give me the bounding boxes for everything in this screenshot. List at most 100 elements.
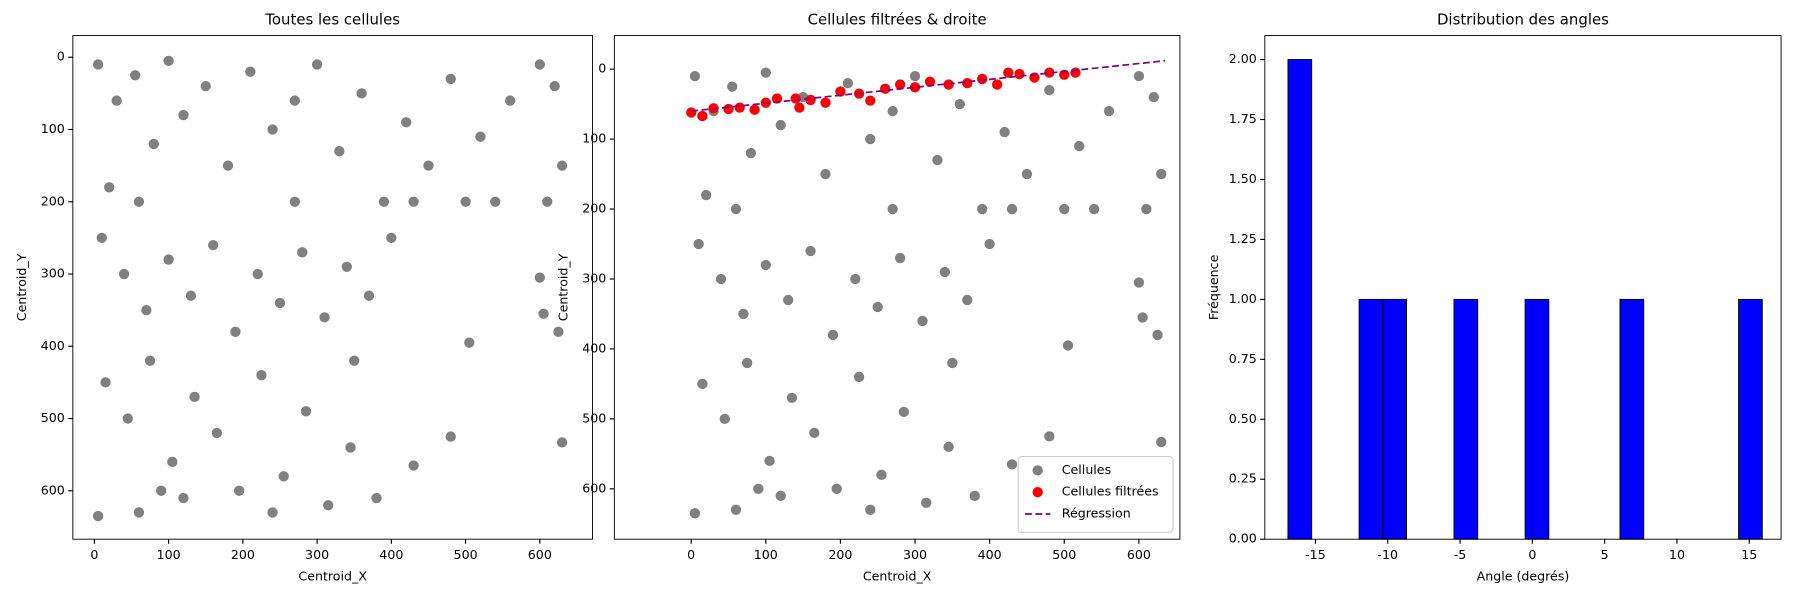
point: [144, 355, 156, 366]
point: [697, 378, 708, 390]
point: [943, 441, 954, 453]
point: [208, 239, 219, 251]
x-tick-label: 200: [828, 547, 852, 562]
point: [556, 437, 568, 448]
bar: [1287, 59, 1313, 540]
point: [401, 117, 412, 128]
point: [549, 80, 560, 92]
point: [534, 59, 545, 70]
point: [1152, 329, 1163, 341]
point: [727, 81, 738, 92]
point: [827, 329, 839, 341]
y-tick-label: 400: [41, 338, 65, 353]
point: [556, 160, 568, 171]
legend-box: [1017, 456, 1174, 533]
point: [954, 98, 965, 110]
y-tick-label: 300: [41, 266, 65, 281]
y-tick-label: 100: [41, 121, 65, 136]
point: [371, 492, 382, 504]
point: [1059, 203, 1070, 215]
point: [783, 294, 794, 306]
point: [460, 196, 471, 207]
x-tick-label: 300: [903, 547, 927, 562]
point: [932, 154, 943, 166]
point: [1137, 312, 1148, 323]
y-axis-label: Centroid_Y: [555, 253, 570, 321]
point: [1021, 168, 1033, 180]
y-tick-label: 600: [582, 480, 606, 495]
point: [786, 392, 798, 404]
x-tick-label: -5: [1454, 547, 1467, 562]
point: [719, 413, 730, 425]
point: [141, 304, 152, 316]
point: [775, 119, 786, 131]
y-tick-label: 0.25: [1229, 471, 1257, 486]
x-axis-label: Centroid_X: [863, 569, 932, 584]
point: [133, 507, 145, 518]
point: [880, 83, 891, 94]
chart-title: Cellules filtrées & droite: [808, 11, 987, 29]
point: [538, 308, 549, 319]
point: [1103, 105, 1115, 117]
point: [345, 442, 356, 453]
point: [542, 196, 553, 207]
point: [820, 97, 831, 108]
x-tick-label: 15: [1741, 547, 1757, 562]
point: [894, 252, 906, 264]
point: [1006, 459, 1018, 470]
point: [865, 133, 876, 145]
point: [92, 59, 104, 70]
regression-line: [691, 59, 1166, 112]
point: [753, 483, 764, 494]
x-tick-label: 100: [754, 547, 778, 562]
point: [475, 131, 486, 142]
plot-frame: [613, 35, 1181, 540]
point: [222, 160, 234, 171]
bar: [1358, 298, 1384, 540]
point: [185, 290, 197, 301]
x-tick-label: 500: [454, 547, 478, 562]
point: [189, 391, 200, 403]
bar: [1619, 298, 1645, 540]
point: [865, 95, 876, 106]
point: [745, 147, 757, 159]
bar: [1738, 298, 1763, 540]
point: [356, 88, 367, 99]
point: [423, 160, 434, 171]
point: [805, 245, 816, 257]
chart-title: Distribution des angles: [1437, 11, 1609, 29]
point: [947, 357, 958, 369]
point: [267, 507, 278, 518]
point: [1006, 203, 1018, 215]
x-tick-label: 400: [978, 547, 1002, 562]
point: [909, 82, 921, 93]
point: [805, 94, 816, 106]
point: [256, 370, 267, 381]
point: [734, 102, 745, 113]
point: [962, 294, 973, 306]
bar: [1524, 298, 1550, 540]
point: [289, 95, 300, 106]
x-tick-label: 0: [687, 547, 695, 562]
point: [921, 497, 932, 508]
point: [445, 431, 456, 442]
point: [334, 146, 345, 157]
y-tick-label: 1.25: [1229, 231, 1257, 246]
point: [130, 70, 141, 81]
x-tick-label: 300: [305, 547, 329, 562]
point: [490, 196, 501, 207]
point: [408, 460, 419, 471]
point: [697, 110, 708, 122]
x-tick-label: 200: [231, 547, 255, 562]
y-tick-label: 2.00: [1229, 51, 1257, 66]
point: [730, 203, 742, 215]
point: [835, 86, 846, 97]
y-tick-label: 1.50: [1229, 171, 1257, 186]
point: [534, 272, 545, 283]
y-tick-label: 0: [57, 49, 65, 64]
point: [693, 238, 704, 250]
point: [865, 504, 876, 515]
point: [363, 290, 375, 301]
